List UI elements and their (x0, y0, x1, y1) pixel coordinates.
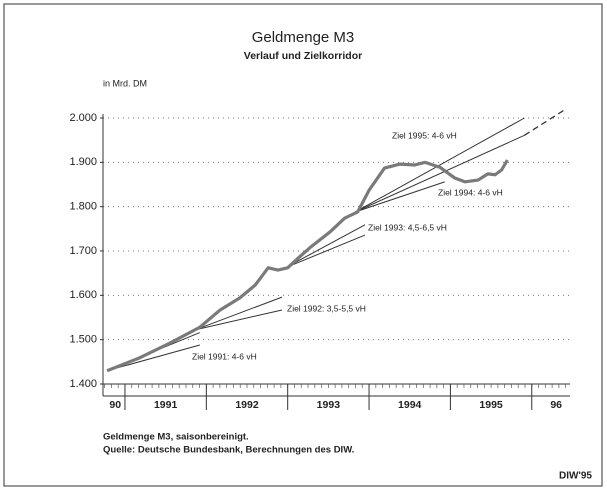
chart-subtitle: Verlauf und Zielkorridor (244, 50, 362, 62)
target-line (194, 309, 283, 331)
target-line (285, 234, 366, 269)
y-tick-label: 1.500 (69, 334, 97, 346)
x-tick-label: 1992 (235, 399, 259, 411)
annotation: Ziel 1995: 4-6 vH (392, 130, 457, 140)
annotation: Ziel 1993: 4,5-6,5 vH (368, 222, 447, 232)
x-tick-label: 1991 (154, 399, 178, 411)
annotation: Ziel 1994: 4-6 vH (438, 187, 503, 197)
credit: DIW'95 (559, 471, 592, 482)
note: Geldmenge M3, saisonbereinigt. (103, 432, 249, 443)
target-line (355, 181, 445, 213)
y-tick-label: 1.400 (69, 378, 97, 390)
annotation: Ziel 1992: 3,5-5,5 vH (287, 303, 366, 313)
target-line (354, 117, 525, 213)
x-tick-label: 96 (550, 399, 562, 411)
x-tick-label: 1994 (398, 399, 422, 411)
target-line (106, 344, 200, 372)
target-line (285, 224, 366, 269)
x-tick-label: 1995 (479, 399, 503, 411)
y-tick-label: 1.800 (69, 201, 97, 213)
y-axis-label: in Mrd. DM (103, 78, 147, 88)
y-tick-label: 1.700 (69, 245, 97, 257)
y-tick-label: 2.000 (69, 112, 97, 124)
target-line (194, 296, 283, 331)
chart-title: Geldmenge M3 (252, 29, 355, 46)
m3-line (106, 159, 509, 373)
note: Quelle: Deutsche Bundesbank, Berechnunge… (103, 445, 354, 456)
frame (3, 3, 603, 487)
y-tick-label: 1.600 (69, 289, 97, 301)
target-line (524, 109, 565, 136)
annotation: Ziel 1991: 4-6 vH (192, 351, 257, 361)
x-tick-label: 90 (109, 399, 121, 411)
x-tick-label: 1993 (317, 399, 341, 411)
y-tick-label: 1.900 (69, 156, 97, 168)
target-line (355, 134, 525, 213)
